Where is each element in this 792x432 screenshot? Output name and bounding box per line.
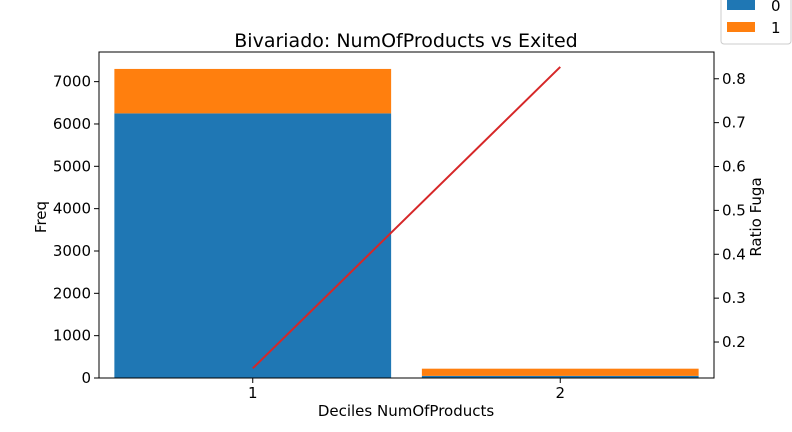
y-tick-label: 7000 — [53, 73, 91, 91]
legend-swatch-1 — [727, 22, 755, 32]
y-axis-left: 0 1000 2000 3000 4000 5000 6000 7000 — [53, 73, 99, 387]
y-axis-label: Freq — [32, 201, 50, 233]
x-axis-label: Deciles NumOfProducts — [318, 402, 495, 420]
y2-tick-label: 0.7 — [722, 114, 746, 132]
plot-frame — [98, 51, 715, 379]
y-tick-label: 3000 — [53, 242, 91, 260]
bar-1-series-1 — [114, 68, 392, 114]
y-tick-label: 2000 — [53, 284, 91, 302]
ratio-line-layer — [252, 66, 561, 370]
bar-2-series-1 — [421, 368, 699, 376]
y2-tick-label: 0.8 — [722, 70, 746, 88]
bar-1-series-0 — [114, 113, 392, 378]
y-tick-label: 1000 — [53, 327, 91, 345]
bars — [114, 68, 699, 378]
chart-title: Bivariado: NumOfProducts vs Exited — [234, 30, 577, 52]
y-tick-label: 6000 — [53, 115, 91, 133]
bar-2-series-0 — [421, 375, 699, 378]
legend: 01 — [720, 0, 792, 45]
y2-axis-label: Ratio Fuga — [747, 177, 765, 256]
y2-tick-label: 0.6 — [722, 158, 746, 176]
y2-tick-label: 0.5 — [722, 201, 746, 219]
y2-tick-label: 0.2 — [722, 333, 746, 351]
x-tick-label: 1 — [248, 384, 258, 402]
y-tick-label: 0 — [81, 369, 91, 387]
legend-box — [720, 0, 792, 45]
x-tick-label: 2 — [555, 384, 565, 402]
y-tick-label: 5000 — [53, 157, 91, 175]
y2-tick-label: 0.4 — [722, 245, 746, 263]
legend-label-0: 0 — [771, 0, 781, 15]
legend-swatch-0 — [727, 0, 755, 10]
y-axis-right: 0.2 0.3 0.4 0.5 0.6 0.7 0.8 — [714, 70, 746, 351]
y-tick-label: 4000 — [53, 200, 91, 218]
legend-label-1: 1 — [771, 19, 781, 37]
ratio-line — [252, 66, 561, 370]
y2-tick-label: 0.3 — [722, 289, 746, 307]
